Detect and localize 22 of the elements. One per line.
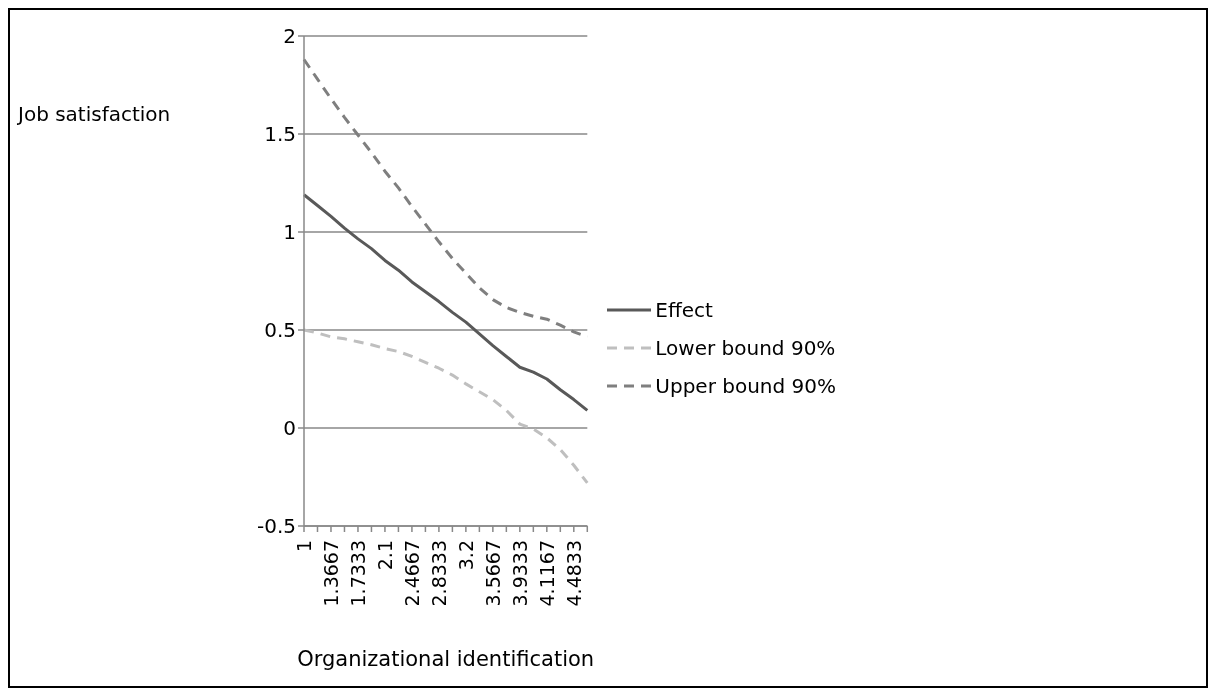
x-axis-title: Organizational identification (297, 647, 595, 671)
x-tick-label: 1 (293, 540, 315, 553)
x-tick-label: 1.3667 (319, 540, 342, 607)
x-tick-label: 3.5667 (481, 540, 504, 607)
legend-label: Upper bound 90% (655, 374, 836, 398)
x-tick-label: 2.1 (373, 540, 396, 571)
legend-label: Lower bound 90% (655, 336, 836, 360)
y-tick-label: 0.5 (264, 318, 296, 343)
y-tick-label: 1.5 (264, 122, 296, 147)
legend-label: Effect (655, 298, 713, 322)
x-tick-label: 1.7333 (346, 540, 369, 607)
x-tick-label: 4.1167 (535, 540, 558, 607)
y-tick-label: 2 (283, 24, 296, 49)
x-tick-label: 2.4667 (400, 540, 423, 607)
x-tick-label: 2.8333 (427, 540, 450, 607)
y-tick-label: -0.5 (256, 514, 296, 539)
y-tick-label: 0 (283, 416, 296, 441)
x-tick-label: 3.9333 (508, 540, 531, 607)
x-tick-label: 4.4833 (562, 540, 585, 607)
x-tick-label: 3.2 (454, 540, 477, 571)
y-tick-label: 1 (283, 220, 296, 245)
y-axis-title: Job satisfaction (18, 102, 171, 126)
